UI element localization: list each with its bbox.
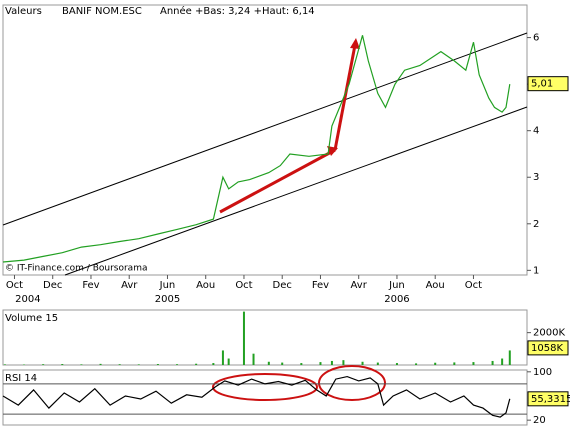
x-tick-label: Fev	[312, 280, 329, 291]
volume-bar	[3, 364, 6, 365]
volume-bar	[501, 358, 504, 365]
highlight	[318, 365, 386, 401]
panel-title: Volume 15	[5, 313, 58, 324]
x-tick-label: Jun	[159, 280, 176, 291]
volume-bar	[281, 362, 284, 365]
volume-bar	[330, 360, 333, 365]
volume-bar	[176, 364, 179, 365]
volume-bar	[434, 362, 437, 365]
x-tick-label: Jun	[388, 280, 405, 291]
volume-bar	[361, 361, 364, 365]
volume-bar	[195, 363, 198, 365]
x-tick-label: Fev	[82, 280, 99, 291]
price-panel	[2, 4, 528, 276]
volume-bar	[212, 363, 215, 365]
volume-bar	[99, 363, 102, 365]
highlight	[212, 373, 318, 401]
year-label: 2004	[15, 294, 40, 305]
volume-bar	[118, 364, 121, 365]
x-tick-label: Avr	[351, 280, 368, 291]
volume-bar	[252, 353, 255, 365]
year-label: 2005	[155, 294, 180, 305]
y-tick-label: 6	[533, 33, 539, 44]
y-tick-label: 20	[533, 415, 546, 426]
volume-bar	[80, 364, 83, 365]
volume-bar	[300, 363, 303, 365]
year-label: 2006	[384, 294, 409, 305]
y-tick-label: 2	[533, 219, 539, 230]
volume-bar	[221, 350, 224, 365]
trend-arrow	[219, 148, 336, 214]
last-value-label: 1058K	[531, 343, 563, 354]
last-value-box	[527, 391, 569, 407]
arrow-head	[327, 146, 338, 156]
arrow-head	[350, 38, 360, 49]
last-value-box	[527, 76, 569, 92]
volume-bar	[227, 358, 230, 365]
x-tick-label: Oct	[465, 280, 482, 291]
x-tick-label: Aou	[426, 280, 445, 291]
volume-bar	[508, 350, 511, 365]
volume-bar	[61, 364, 64, 365]
channel-upper	[2, 32, 528, 226]
x-tick-label: Oct	[235, 280, 252, 291]
y-tick-label: 3	[533, 172, 539, 183]
volume-bar	[242, 311, 245, 365]
x-tick-label: Avr	[121, 280, 138, 291]
volume-bar	[376, 362, 379, 365]
panel-title: RSI 14	[5, 373, 37, 384]
volume-bar	[453, 362, 456, 365]
volume-bar	[415, 363, 418, 365]
chart-title: BANIF NOM.ESC	[62, 6, 142, 17]
volume-bar	[42, 364, 45, 365]
price-line	[2, 35, 511, 263]
x-tick-label: Aou	[196, 280, 215, 291]
volume-bar	[395, 363, 398, 365]
volume-bar	[137, 364, 140, 365]
channel-lower	[64, 106, 528, 276]
chart-subtitle: Année +Bas: 3,24 +Haut: 6,14	[160, 5, 315, 17]
y-tick-label: 100	[533, 367, 552, 378]
volume-bar	[156, 364, 159, 365]
volume-bar	[319, 362, 322, 365]
volume-bar	[267, 361, 270, 365]
last-value-label: 55,3315	[531, 394, 570, 405]
trend-arrow	[333, 44, 357, 151]
y-tick-label: 4	[533, 126, 539, 137]
x-tick-label: Dec	[273, 280, 292, 291]
volume-bar	[342, 360, 345, 365]
rsi-panel	[2, 369, 528, 426]
volume-bar	[491, 360, 494, 365]
last-value-label: 5,01	[531, 79, 553, 90]
y-tick-label: 2000K	[533, 328, 565, 339]
last-value-box	[527, 340, 569, 356]
volume-panel	[2, 309, 528, 366]
price-line	[2, 375, 511, 418]
credit: © IT-Finance.com / Boursorama	[5, 264, 147, 274]
x-tick-label: Oct	[6, 280, 23, 291]
y-tick-label: 1	[533, 265, 539, 276]
header-label: Valeurs	[5, 6, 42, 17]
volume-bar	[472, 362, 475, 365]
x-tick-label: Dec	[43, 280, 62, 291]
